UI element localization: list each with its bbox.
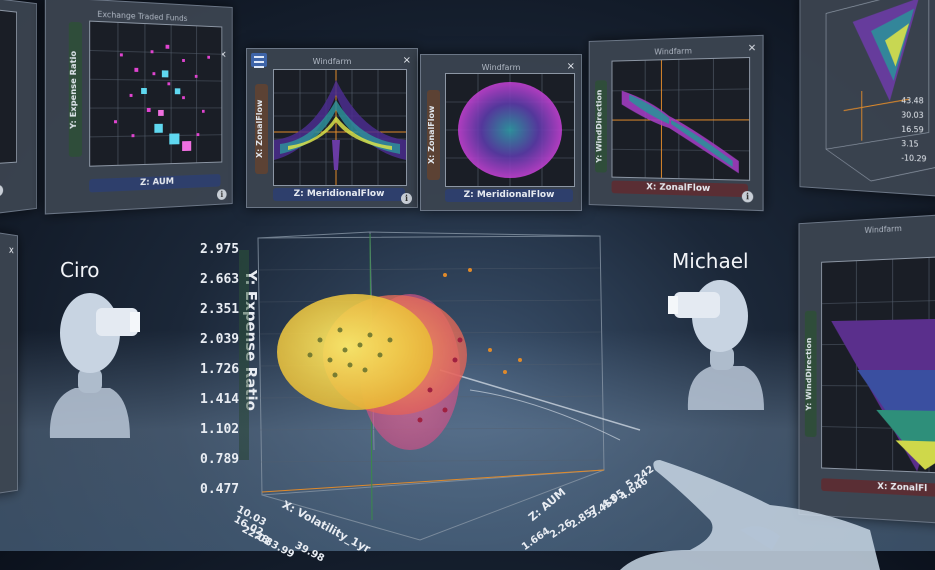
y-tick: 0.789 — [200, 452, 239, 467]
y-axis-label: X: ZonalFlow — [427, 90, 440, 180]
corner-tick: 16.59 — [901, 124, 924, 134]
scatter-plot — [822, 256, 935, 473]
panel-windfarm-3[interactable]: Windfarm × Y: WindDirection X: ZonalFlow… — [589, 35, 764, 211]
x-axis-label: X: ZonalFlow — [612, 180, 748, 197]
y-axis-label: Y: Expense Ratio — [69, 22, 82, 157]
y-tick: 2.351 — [200, 302, 239, 317]
y-axis-label: Y: WindDirection — [595, 80, 607, 172]
avatar-name-michael: Michael — [672, 249, 749, 273]
y-tick: 2.975 — [200, 242, 239, 257]
info-icon[interactable]: i — [401, 193, 412, 204]
avatar-name-ciro: Ciro — [60, 258, 100, 282]
panel-windfarm-1[interactable]: Windfarm × X: ZonalFlow Z: MeridionalFlo… — [246, 48, 418, 208]
panel-plot — [612, 57, 751, 181]
info-icon[interactable]: i — [217, 189, 227, 200]
panel-title: Windfarm — [590, 44, 763, 58]
y-axis-bar — [239, 250, 249, 460]
corner-tick: 30.03 — [901, 110, 924, 120]
info-icon[interactable]: i — [742, 191, 753, 203]
hand-controller — [600, 450, 880, 570]
y-tick: 0.477 — [200, 482, 239, 497]
close-icon[interactable]: x — [9, 245, 14, 256]
scatter-plot — [274, 70, 406, 185]
avatar-michael — [660, 278, 770, 418]
info-icon[interactable]: i — [0, 185, 3, 197]
scatter-3d: 43.48 30.03 16.59 3.15 -10.29 — [800, 0, 935, 196]
panel-far-left[interactable]: i — [0, 0, 37, 215]
x-axis-label: Z: AUM — [89, 174, 220, 192]
close-icon[interactable]: × — [403, 55, 411, 66]
scatter-plot — [446, 74, 574, 186]
panel-title: Windfarm — [247, 57, 417, 66]
panel-plot — [0, 9, 17, 165]
corner-tick: -10.29 — [901, 153, 926, 164]
scatter-plot — [612, 58, 749, 180]
y-tick: 2.663 — [200, 272, 239, 287]
y-axis-label: Y: WindDirection — [805, 311, 817, 437]
scatter-plot — [90, 22, 221, 166]
panel-plot — [273, 69, 407, 186]
y-tick: 1.102 — [200, 422, 239, 437]
panel-plot — [89, 21, 222, 167]
close-icon[interactable]: × — [748, 42, 757, 54]
close-icon[interactable]: × — [567, 61, 575, 72]
y-tick: 2.039 — [200, 332, 239, 347]
panel-windfarm-2[interactable]: Windfarm × X: ZonalFlow Z: MeridionalFlo… — [420, 54, 582, 211]
y-tick: 1.414 — [200, 392, 239, 407]
x-axis-label: Z: MeridionalFlow — [445, 189, 573, 202]
panel-plot — [821, 255, 935, 474]
panel-3d-corner[interactable]: 43.48 30.03 16.59 3.15 -10.29 — [800, 0, 935, 197]
panel-exchange-traded-funds[interactable]: Exchange Traded Funds × Y: Expense Ratio — [45, 0, 233, 215]
avatar-ciro — [30, 288, 140, 448]
x-axis-label: Z: MeridionalFlow — [273, 188, 405, 201]
corner-tick: 3.15 — [901, 139, 919, 149]
panel-title: Windfarm — [799, 220, 935, 239]
corner-tick: 43.48 — [901, 96, 924, 106]
y-tick: 1.726 — [200, 362, 239, 377]
panel-left-partial[interactable]: x — [0, 229, 18, 498]
panel-plot — [445, 73, 575, 187]
y-axis-label: X: ZonalFlow — [255, 84, 268, 174]
panel-title: Windfarm — [421, 63, 581, 72]
